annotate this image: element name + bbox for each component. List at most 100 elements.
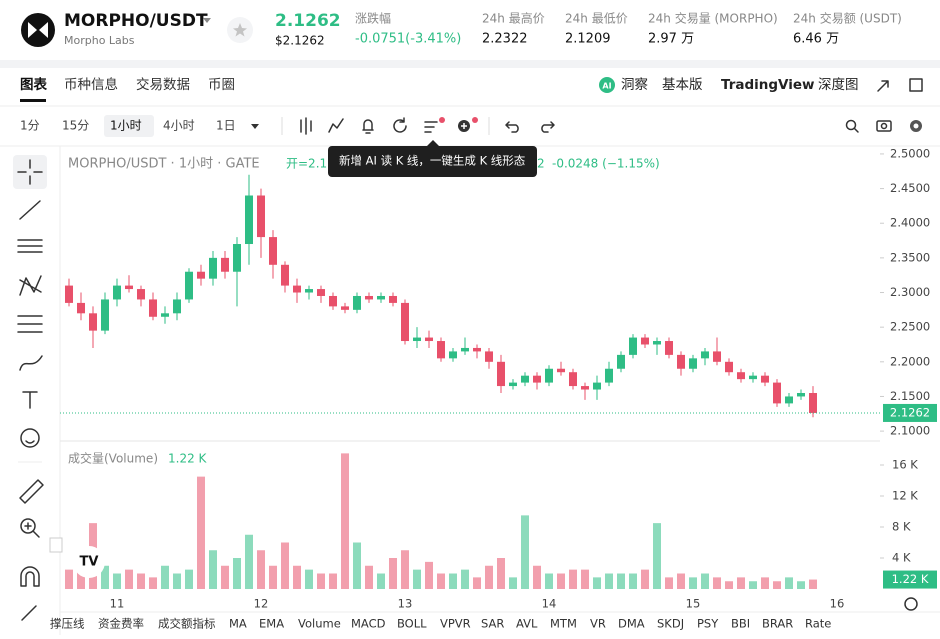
view-tab[interactable]: 深度图 — [818, 77, 859, 93]
indicator[interactable]: AVL — [516, 617, 538, 631]
indicator[interactable]: 资金费率 — [98, 617, 144, 631]
volume-bar — [761, 577, 769, 589]
indicator[interactable]: BBI — [731, 617, 750, 631]
y-tick-label: 2.4500 — [890, 181, 930, 195]
volume-bar — [665, 577, 673, 589]
candle-body — [473, 347, 481, 352]
indicator[interactable]: BOLL — [397, 617, 427, 631]
volume-bar — [473, 577, 481, 589]
volume-bar — [689, 577, 697, 589]
volume-tick-label: 16 K — [892, 458, 918, 472]
volume-bar — [305, 569, 313, 589]
volume-bar — [725, 581, 733, 589]
candle-body — [809, 392, 817, 413]
y-tick-label: 2.1000 — [890, 424, 930, 438]
indicator[interactable]: PSY — [697, 617, 719, 631]
indicator[interactable]: DMA — [618, 617, 645, 631]
interval[interactable]: 1分 — [20, 119, 40, 133]
volume-bar — [749, 581, 757, 589]
candle-body — [209, 257, 217, 279]
volume-bar — [641, 569, 649, 589]
indicator[interactable]: Volume — [298, 617, 341, 631]
volume-bar — [773, 581, 781, 589]
interval[interactable]: 1小时 — [110, 119, 142, 133]
toolbar-icons[interactable] — [300, 117, 922, 135]
volume-tick-label: 4 K — [892, 551, 911, 565]
interval[interactable]: 1日 — [216, 119, 236, 133]
candle-body — [185, 271, 193, 300]
interval-dropdown[interactable] — [251, 124, 259, 129]
x-tick-label: 14 — [542, 597, 557, 611]
y-tick-label: 2.3500 — [890, 250, 930, 264]
interval[interactable]: 15分 — [62, 119, 89, 133]
volume-bar — [377, 573, 385, 589]
indicator[interactable]: SAR — [481, 617, 504, 631]
active-interval-bg — [104, 115, 154, 137]
window-icon[interactable] — [909, 78, 923, 92]
volume-bar — [713, 577, 721, 589]
candle-body — [557, 368, 565, 373]
indicator[interactable]: 撑压线 — [50, 617, 85, 631]
tab[interactable]: 币圈 — [208, 77, 235, 93]
candle-body — [521, 375, 529, 383]
indicator[interactable]: Rate — [805, 617, 831, 631]
volume-bar — [113, 573, 121, 589]
volume-bar — [533, 565, 541, 589]
candle-body — [725, 361, 733, 373]
chart-settings[interactable] — [904, 597, 918, 611]
indicator[interactable]: VPVR — [440, 617, 471, 631]
indicator[interactable]: VR — [590, 617, 606, 631]
indicator[interactable]: EMA — [259, 617, 284, 631]
candle-body — [545, 368, 553, 383]
indicator[interactable]: MACD — [351, 617, 386, 631]
header-divider — [0, 60, 940, 68]
indicator[interactable]: BRAR — [762, 617, 793, 631]
stat-label: 24h 交易量 (MORPHO) — [648, 11, 778, 26]
symbol[interactable]: MORPHO/USDT — [64, 11, 208, 31]
volume-legend: 成交量(Volume) — [68, 451, 158, 466]
candle-body — [581, 386, 589, 390]
volume-last-label: 1.22 K — [892, 572, 929, 586]
last-price: 2.1262 — [275, 11, 341, 31]
volume-bar — [233, 558, 241, 589]
stat-value: 2.2322 — [482, 32, 528, 47]
indicator[interactable]: MA — [229, 617, 247, 631]
candle-body — [785, 396, 793, 404]
volume-bar — [257, 550, 265, 589]
volume-bar — [569, 569, 577, 589]
volume-bar — [185, 569, 193, 589]
tab[interactable]: 交易数据 — [136, 76, 190, 93]
svg-text:AI: AI — [602, 82, 611, 91]
volume-bar — [557, 573, 565, 589]
indicator[interactable]: 成交额指标 — [158, 617, 216, 631]
view-tab[interactable]: TradingView — [721, 77, 815, 93]
volume-tick-label: 12 K — [892, 489, 918, 503]
candle-body — [605, 368, 613, 383]
tab[interactable]: 图表 — [20, 76, 47, 93]
stat-value: 2.97 万 — [648, 32, 694, 47]
volume-bar — [617, 573, 625, 589]
candle-body — [701, 351, 709, 359]
candle-body — [197, 271, 205, 279]
volume-bar — [65, 569, 73, 589]
stat-label: 24h 最低价 — [565, 12, 628, 26]
drawing-tools[interactable] — [13, 155, 47, 621]
view-tab[interactable]: 洞察 — [621, 76, 649, 93]
interval[interactable]: 4小时 — [163, 119, 195, 133]
tab[interactable]: 币种信息 — [64, 76, 118, 93]
candle-body — [617, 354, 625, 369]
candle-body — [161, 313, 169, 317]
indicator[interactable]: MTM — [550, 617, 577, 631]
indicator[interactable]: SKDJ — [657, 617, 684, 631]
volume-bar — [353, 542, 361, 589]
candle-body — [257, 195, 265, 238]
fullscreen-icon[interactable] — [877, 80, 889, 92]
candle-body — [137, 289, 145, 300]
candle-body — [461, 347, 469, 352]
candle-body — [797, 392, 805, 397]
symbol-dropdown[interactable] — [203, 18, 211, 23]
candle-body — [749, 375, 757, 380]
view-tab[interactable]: 基本版 — [662, 76, 703, 93]
stat-label: 24h 最高价 — [482, 11, 545, 26]
